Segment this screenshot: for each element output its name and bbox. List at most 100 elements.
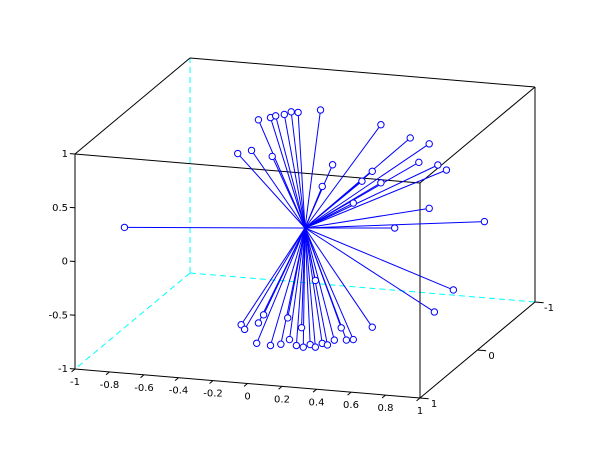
x-tick bbox=[71, 368, 76, 373]
hidden-box-edge bbox=[74, 272, 191, 370]
stem bbox=[304, 227, 311, 345]
stem bbox=[295, 227, 306, 346]
stem bbox=[288, 227, 306, 340]
stem bbox=[304, 169, 447, 229]
z-tick-label: 0 bbox=[62, 257, 68, 268]
stem bbox=[240, 227, 306, 326]
stem bbox=[290, 111, 306, 229]
x-tick-label: 0.8 bbox=[378, 403, 394, 414]
y-tick bbox=[477, 349, 487, 352]
stem bbox=[304, 227, 354, 340]
z-tick-label: 1 bbox=[62, 149, 68, 160]
stem-marker bbox=[120, 223, 129, 232]
x-tick bbox=[174, 377, 179, 381]
stem-marker bbox=[271, 112, 280, 120]
stem-marker bbox=[425, 140, 433, 148]
stem bbox=[304, 227, 347, 341]
stem bbox=[270, 117, 306, 229]
stem-marker bbox=[349, 199, 357, 207]
stem-marker bbox=[377, 121, 385, 129]
x-tick-label: 0.4 bbox=[309, 397, 325, 408]
x-tick-label: 1 bbox=[417, 406, 423, 417]
stem-marker bbox=[299, 343, 307, 351]
stem bbox=[244, 227, 306, 330]
stem-marker bbox=[297, 323, 306, 332]
stem bbox=[304, 143, 430, 229]
stem bbox=[304, 109, 322, 229]
stem-marker bbox=[442, 166, 451, 174]
stem-marker bbox=[284, 314, 292, 322]
stem bbox=[304, 207, 430, 229]
stem-marker bbox=[285, 335, 294, 344]
stem-marker bbox=[342, 336, 351, 344]
z-tick-label: -1 bbox=[58, 364, 68, 375]
x-tick-label: -0.6 bbox=[134, 383, 154, 394]
x-tick bbox=[140, 374, 145, 379]
stem bbox=[251, 150, 306, 229]
stem bbox=[304, 164, 439, 229]
x-tick-label: -0.8 bbox=[100, 380, 120, 391]
stem-marker bbox=[328, 161, 337, 169]
stem-marker bbox=[430, 308, 439, 316]
x-tick bbox=[312, 388, 317, 393]
stem-marker bbox=[368, 167, 376, 176]
hidden-box-edge bbox=[189, 272, 536, 303]
y-tick-label: -1 bbox=[544, 303, 554, 314]
stem bbox=[304, 124, 382, 229]
stem-marker bbox=[425, 204, 433, 213]
stem bbox=[304, 227, 316, 348]
stem-marker bbox=[234, 149, 242, 158]
y-tick-label: 1 bbox=[431, 399, 437, 410]
stem bbox=[271, 156, 306, 229]
stem-marker bbox=[316, 106, 325, 114]
stem-marker bbox=[330, 336, 339, 344]
stem bbox=[304, 202, 354, 229]
stem-marker bbox=[240, 325, 249, 334]
stem bbox=[304, 180, 363, 229]
stem bbox=[275, 115, 306, 229]
stem bbox=[304, 227, 435, 313]
x-tick bbox=[243, 383, 248, 387]
stem-marker bbox=[254, 116, 263, 124]
y-tick-label: 0 bbox=[488, 351, 494, 362]
stem bbox=[304, 227, 328, 346]
stem bbox=[257, 227, 306, 324]
stem-marker bbox=[294, 108, 302, 117]
x-tick bbox=[347, 391, 352, 396]
stem bbox=[270, 227, 306, 346]
stem-marker bbox=[480, 217, 489, 226]
stem-marker bbox=[406, 134, 414, 142]
z-tick-label: 0.5 bbox=[52, 203, 68, 214]
stem-marker bbox=[368, 323, 376, 331]
x-tick-label: 0.6 bbox=[343, 400, 359, 411]
x-tick bbox=[105, 371, 110, 376]
x-tick bbox=[209, 380, 214, 384]
x-tick-label: 0.2 bbox=[274, 394, 290, 405]
x-tick-label: -0.4 bbox=[169, 386, 189, 397]
stem-marker bbox=[349, 335, 357, 344]
stem-marker bbox=[391, 224, 399, 232]
stem-marker bbox=[253, 339, 261, 347]
box-edge bbox=[74, 57, 191, 155]
stem-marker bbox=[415, 158, 423, 167]
stem bbox=[304, 227, 335, 341]
stem bbox=[287, 227, 306, 319]
stem bbox=[304, 227, 323, 344]
stem-marker bbox=[277, 340, 285, 348]
y-tick bbox=[534, 301, 544, 304]
box-edge bbox=[74, 153, 421, 184]
stem bbox=[304, 227, 373, 328]
stem bbox=[297, 112, 306, 229]
stem-marker bbox=[280, 110, 288, 119]
stem-marker bbox=[311, 276, 320, 285]
stem-marker bbox=[311, 343, 320, 351]
stem-marker bbox=[323, 341, 332, 349]
x-tick bbox=[278, 386, 283, 390]
stem bbox=[124, 226, 306, 229]
stem bbox=[304, 227, 454, 291]
stem-marker bbox=[449, 286, 458, 294]
stem-marker bbox=[287, 108, 295, 116]
stem-marker bbox=[337, 324, 345, 332]
